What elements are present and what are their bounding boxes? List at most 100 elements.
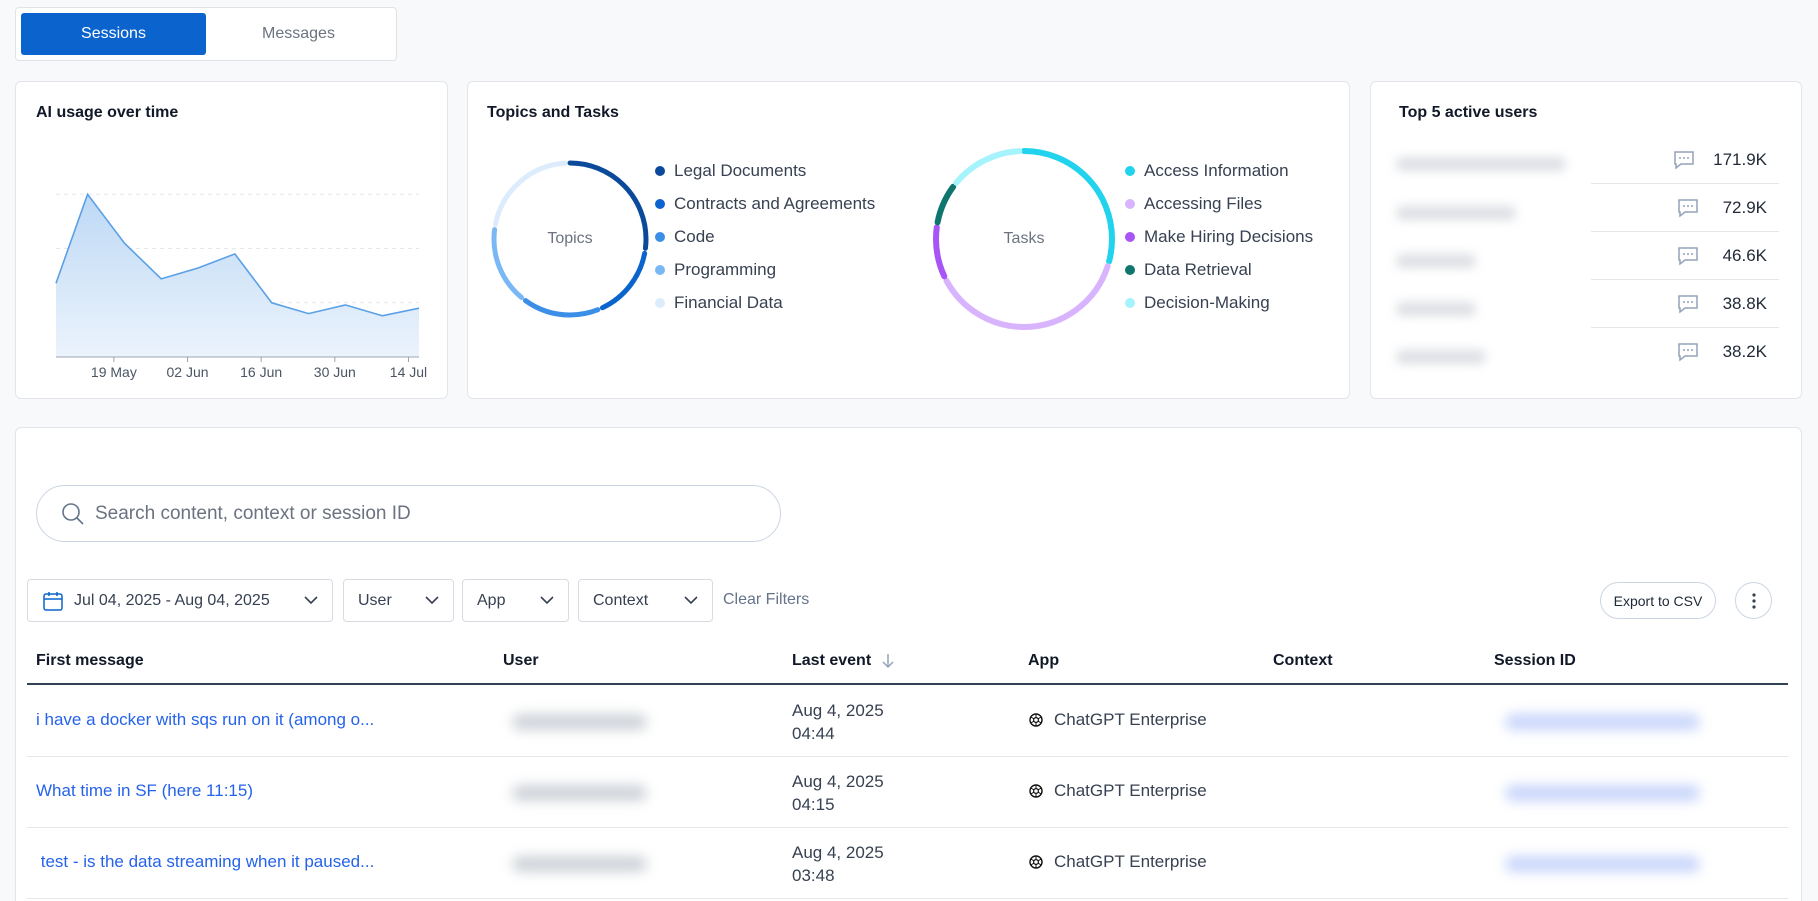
tab-messages[interactable]: Messages	[262, 25, 335, 42]
donut-segment[interactable]	[933, 148, 1115, 330]
user-filter-label: User	[358, 591, 392, 609]
sessions-card: Jul 04, 2025 - Aug 04, 2025 User App Con…	[15, 427, 1802, 901]
legend-dot	[1125, 165, 1135, 176]
user-name-redacted	[1396, 350, 1486, 364]
user-row[interactable]: 72.9K	[1591, 184, 1779, 232]
legend-dot	[655, 231, 665, 242]
user-message-count: 171.9K	[1713, 149, 1767, 169]
user-filter[interactable]: User	[343, 579, 454, 622]
table-row[interactable]: test - is the data streaming when it pau…	[27, 828, 1788, 899]
user-redacted	[512, 714, 647, 730]
legend-dot	[1125, 198, 1135, 209]
user-message-count: 38.8K	[1722, 293, 1767, 313]
context-filter[interactable]: Context	[578, 579, 713, 622]
legend-dot	[1125, 231, 1135, 242]
legend-dot	[655, 297, 665, 308]
session-id-redacted[interactable]	[1505, 714, 1700, 730]
usage-area	[56, 194, 419, 357]
donut-segment[interactable]	[933, 148, 1115, 330]
column-last-event-label: Last event	[792, 652, 872, 669]
legend-label: Decision-Making	[1144, 292, 1270, 312]
legend-item: Access Information	[1125, 154, 1313, 187]
first-message-link[interactable]: test - is the data streaming when it pau…	[36, 852, 375, 871]
message-icon	[1678, 294, 1698, 314]
search-input[interactable]	[95, 502, 695, 525]
user-row[interactable]: 38.2K	[1591, 328, 1779, 376]
legend-item: Contracts and Agreements	[655, 187, 875, 220]
app-filter-label: App	[477, 591, 506, 609]
usage-line	[55, 192, 420, 317]
donut-segment[interactable]	[933, 148, 1115, 330]
legend-item: Accessing Files	[1125, 187, 1313, 220]
topics-tasks-title: Topics and Tasks	[487, 104, 619, 121]
legend-label: Access Information	[1144, 160, 1289, 180]
session-id-redacted[interactable]	[1505, 785, 1700, 801]
first-message-link[interactable]: i have a docker with sqs run on it (amon…	[36, 710, 375, 729]
legend-label: Code	[674, 226, 715, 246]
topics-donut-chart	[491, 160, 649, 318]
table-row[interactable]: What time in SF (here 11:15) Aug 4, 2025…	[27, 757, 1788, 828]
tab-sessions[interactable]: Sessions	[21, 13, 206, 55]
donut-segment[interactable]	[491, 160, 649, 318]
column-app[interactable]: App	[1028, 652, 1060, 669]
legend-dot	[1125, 264, 1135, 275]
legend-label: Programming	[674, 259, 777, 279]
ai-usage-card: AI usage over time 19 May 02 Jun 16 Jun 30 …	[15, 81, 448, 399]
legend-dot	[655, 165, 665, 176]
clear-filters-button[interactable]: Clear Filters	[723, 591, 810, 608]
more-vertical-icon	[1751, 592, 1756, 609]
donut-segment[interactable]	[491, 160, 649, 318]
tasks-donut-chart	[933, 148, 1115, 330]
search-box[interactable]	[36, 485, 781, 542]
app-name: ChatGPT Enterprise	[1054, 852, 1207, 871]
date-range-filter[interactable]: Jul 04, 2025 - Aug 04, 2025	[27, 579, 333, 622]
openai-logo-icon	[1029, 784, 1043, 798]
ai-usage-chart: 19 May 02 Jun 16 Jun 30 Jun 14 Jul	[55, 192, 427, 380]
app-filter[interactable]: App	[462, 579, 569, 622]
legend-item: Legal Documents	[655, 154, 875, 187]
message-icon	[1678, 198, 1698, 218]
user-row[interactable]: 171.9K	[1591, 136, 1779, 184]
chevron-down-icon	[540, 596, 554, 605]
export-csv-button[interactable]: Export to CSV	[1600, 582, 1716, 619]
last-event-cell: Aug 4, 2025 03:48	[792, 841, 884, 887]
column-context[interactable]: Context	[1273, 652, 1333, 669]
legend-dot	[655, 198, 665, 209]
x-tick-label: 30 Jun	[314, 364, 356, 380]
legend-item: Code	[655, 220, 875, 253]
top-users-card: Top 5 active users 171.9K 72.9K 46.6K 38…	[1370, 81, 1802, 399]
last-event-date: Aug 4, 2025	[792, 701, 884, 720]
app-cell: ChatGPT Enterprise	[1028, 710, 1207, 730]
column-last-event[interactable]: Last event	[792, 652, 895, 670]
first-message-link[interactable]: What time in SF (here 11:15)	[36, 781, 253, 800]
legend-label: Contracts and Agreements	[674, 193, 876, 213]
legend-label: Make Hiring Decisions	[1144, 226, 1314, 246]
last-event-cell: Aug 4, 2025 04:44	[792, 699, 884, 745]
column-session-id[interactable]: Session ID	[1494, 652, 1576, 669]
user-message-count: 72.9K	[1722, 197, 1767, 217]
donut-segment[interactable]	[491, 160, 649, 318]
message-icon	[1678, 343, 1698, 362]
user-name-redacted	[1396, 157, 1566, 171]
user-row[interactable]: 38.8K	[1591, 280, 1779, 328]
sort-descending-icon[interactable]	[881, 653, 895, 669]
last-event-time: 04:44	[792, 724, 835, 743]
app-cell: ChatGPT Enterprise	[1028, 852, 1207, 872]
user-row[interactable]: 46.6K	[1591, 232, 1779, 280]
legend-dot	[1125, 297, 1135, 308]
user-name-redacted	[1396, 302, 1476, 316]
x-tick-label: 16 Jun	[240, 364, 282, 380]
column-user[interactable]: User	[503, 652, 539, 669]
more-options-button[interactable]	[1735, 582, 1772, 619]
chevron-down-icon	[425, 596, 439, 605]
legend-dot	[655, 264, 665, 275]
last-event-time: 04:15	[792, 795, 835, 814]
session-id-redacted[interactable]	[1505, 856, 1700, 872]
calendar-icon	[43, 591, 63, 611]
top-users-title: Top 5 active users	[1399, 104, 1538, 121]
table-row[interactable]: i have a docker with sqs run on it (amon…	[27, 686, 1788, 757]
chevron-down-icon	[684, 596, 698, 605]
column-first-message[interactable]: First message	[36, 652, 144, 669]
app-cell: ChatGPT Enterprise	[1028, 781, 1207, 801]
topics-center-label: Topics	[547, 230, 593, 247]
